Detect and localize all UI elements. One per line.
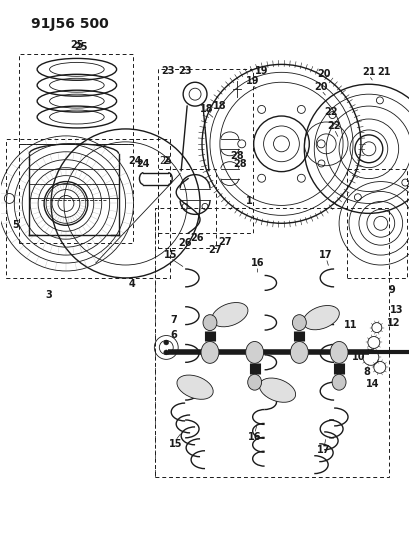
- Text: 20: 20: [317, 69, 330, 79]
- Text: 23: 23: [178, 66, 191, 76]
- Ellipse shape: [292, 314, 306, 330]
- Text: 24: 24: [136, 159, 150, 169]
- Circle shape: [163, 340, 169, 345]
- Bar: [158, 69, 252, 233]
- Ellipse shape: [245, 342, 263, 364]
- Bar: [346, 168, 406, 278]
- Ellipse shape: [200, 342, 218, 364]
- Text: 2: 2: [162, 156, 168, 166]
- Ellipse shape: [290, 342, 308, 364]
- Text: 18: 18: [200, 104, 213, 114]
- Text: 19: 19: [245, 76, 259, 86]
- Text: 21: 21: [376, 67, 390, 77]
- Text: 13: 13: [389, 305, 402, 314]
- Text: 17: 17: [319, 250, 332, 260]
- Text: 15: 15: [168, 439, 182, 449]
- Text: 16: 16: [247, 432, 261, 442]
- Text: 8: 8: [362, 367, 369, 377]
- Text: 14: 14: [365, 379, 379, 389]
- Text: 21: 21: [361, 67, 375, 77]
- Text: 91J56 500: 91J56 500: [31, 17, 109, 31]
- Text: 16: 16: [250, 258, 264, 268]
- Text: 27: 27: [218, 237, 231, 247]
- Text: 24: 24: [128, 156, 142, 166]
- Text: 28: 28: [232, 159, 246, 169]
- Text: 22: 22: [326, 121, 340, 131]
- Bar: [19, 54, 133, 144]
- Text: 10: 10: [351, 352, 365, 362]
- Text: 9: 9: [387, 285, 394, 295]
- Text: 26: 26: [190, 233, 203, 243]
- Bar: [7, 139, 170, 278]
- Circle shape: [163, 350, 169, 355]
- Text: 12: 12: [386, 318, 400, 328]
- Text: 25: 25: [74, 42, 88, 52]
- Text: 18: 18: [213, 101, 226, 111]
- Ellipse shape: [302, 305, 339, 330]
- Text: 11: 11: [344, 320, 357, 329]
- Text: 1: 1: [246, 197, 252, 206]
- Text: 28: 28: [229, 151, 243, 161]
- Ellipse shape: [247, 374, 261, 390]
- Ellipse shape: [202, 314, 216, 330]
- Text: 25: 25: [70, 39, 83, 50]
- Text: 17: 17: [317, 445, 330, 455]
- Text: 6: 6: [171, 329, 177, 340]
- Text: 19: 19: [254, 66, 268, 76]
- Bar: [19, 144, 133, 243]
- Text: 15: 15: [163, 250, 177, 260]
- Ellipse shape: [329, 342, 347, 364]
- Text: 4: 4: [129, 279, 135, 289]
- Text: 24: 24: [159, 156, 171, 166]
- Text: 26: 26: [178, 238, 191, 248]
- Text: 3: 3: [45, 290, 52, 300]
- Text: 7: 7: [171, 314, 177, 325]
- Text: 22: 22: [324, 107, 337, 117]
- Bar: [158, 168, 216, 248]
- Ellipse shape: [177, 375, 213, 399]
- Bar: [155, 208, 388, 477]
- Text: 5: 5: [12, 220, 19, 230]
- Ellipse shape: [211, 303, 247, 327]
- Ellipse shape: [331, 374, 345, 390]
- Text: 23: 23: [161, 66, 175, 76]
- Ellipse shape: [259, 378, 295, 402]
- Text: 27: 27: [208, 245, 221, 255]
- Text: 20: 20: [314, 82, 327, 92]
